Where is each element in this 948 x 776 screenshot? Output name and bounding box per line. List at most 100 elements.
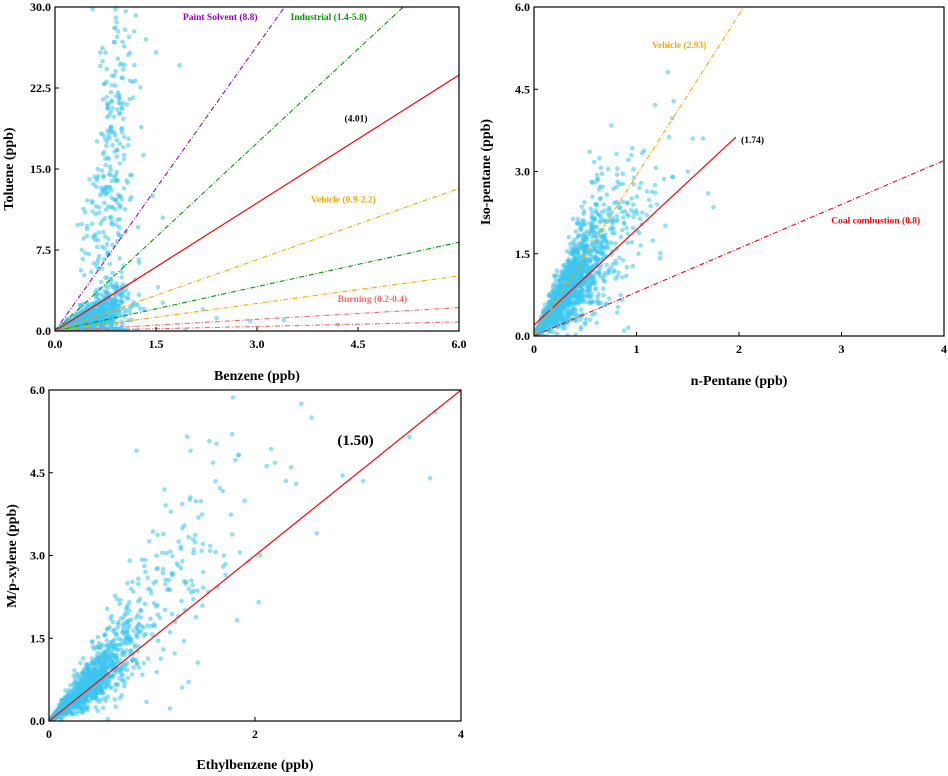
data-point: [615, 274, 620, 279]
data-point: [124, 621, 130, 626]
data-point: [143, 557, 148, 563]
data-point: [131, 303, 136, 308]
data-point: [105, 128, 110, 134]
data-point: [161, 531, 166, 537]
data-point: [113, 7, 118, 12]
data-point: [148, 590, 154, 596]
data-point: [567, 285, 573, 291]
data-point: [102, 234, 108, 239]
data-point: [154, 553, 159, 558]
data-point: [104, 638, 110, 643]
data-point: [108, 640, 113, 645]
data-point: [90, 209, 95, 214]
data-point: [100, 218, 105, 223]
data-point: [604, 262, 609, 268]
x-tick-label: 6.0: [452, 337, 467, 351]
data-point: [155, 284, 161, 290]
data-point: [106, 156, 112, 162]
data-point: [134, 633, 139, 639]
line-labels-group: (1.74) Vehicle (2.93) Coal combustion (0.8…: [652, 40, 920, 226]
data-point: [126, 34, 132, 40]
x-axis-label: n-Pentane (ppb): [691, 374, 788, 389]
data-point: [256, 599, 261, 605]
data-point: [596, 271, 602, 276]
data-point: [102, 156, 108, 161]
data-point: [98, 50, 103, 55]
line-label-burning-high: Burning (0.2-0.4): [338, 294, 407, 305]
data-point: [121, 152, 127, 158]
data-point: [141, 633, 147, 639]
data-point: [85, 198, 90, 203]
data-point: [154, 566, 159, 572]
data-point: [560, 326, 565, 331]
data-point: [163, 503, 168, 508]
data-point: [133, 13, 139, 18]
data-point: [596, 292, 601, 297]
data-point: [155, 612, 161, 617]
data-point: [102, 136, 108, 141]
data-point: [229, 432, 235, 437]
data-point: [558, 314, 564, 319]
data-point: [112, 631, 118, 637]
data-point: [588, 225, 594, 231]
data-point: [121, 44, 127, 49]
data-point: [636, 251, 641, 256]
data-point: [90, 687, 95, 692]
data-point: [579, 227, 584, 232]
data-point: [105, 204, 111, 209]
data-point: [611, 200, 617, 206]
data-point: [637, 216, 643, 221]
data-point: [638, 180, 644, 186]
data-point: [93, 299, 99, 305]
data-point: [223, 561, 228, 567]
line-label-industrial-high: Industrial (1.4-5.8): [291, 12, 367, 23]
data-point: [64, 711, 69, 716]
data-point: [127, 608, 132, 613]
data-point: [106, 307, 111, 313]
data-point: [142, 601, 148, 607]
data-point: [588, 206, 593, 212]
data-point: [626, 325, 631, 331]
points-group: [49, 395, 438, 721]
data-point: [599, 250, 604, 255]
data-point: [620, 227, 625, 233]
data-point: [122, 207, 128, 212]
data-point: [109, 674, 115, 679]
line-vehicle-low: [55, 275, 459, 331]
line-paint-solvent: [55, 7, 286, 331]
data-point: [136, 581, 141, 587]
data-point: [581, 218, 586, 223]
data-point: [593, 285, 599, 291]
data-point: [602, 236, 607, 242]
data-point: [112, 696, 117, 702]
data-point: [151, 622, 157, 627]
data-point: [180, 501, 185, 507]
data-point: [178, 546, 184, 552]
data-point: [168, 549, 173, 554]
data-point: [621, 328, 627, 333]
data-point: [139, 557, 145, 563]
data-point: [582, 200, 587, 205]
data-point: [570, 216, 576, 222]
data-point: [620, 181, 625, 187]
data-point: [127, 558, 132, 563]
data-point: [136, 260, 142, 266]
data-point: [96, 658, 102, 663]
data-point: [626, 213, 631, 219]
data-point: [621, 220, 627, 226]
data-point: [103, 283, 108, 289]
ticks-group: 0.0 1.5 3.0 4.5 6.0 0.0 7.5 15.0 22.5 30.0: [30, 0, 467, 351]
data-point: [121, 156, 127, 162]
data-point: [125, 675, 131, 681]
data-point: [133, 78, 138, 83]
data-point: [105, 642, 110, 648]
data-point: [109, 195, 114, 201]
data-point: [98, 646, 104, 651]
data-point: [120, 299, 125, 305]
data-point: [599, 209, 605, 215]
data-point: [161, 647, 166, 652]
data-point: [101, 705, 106, 711]
data-point: [118, 668, 124, 674]
data-point: [115, 29, 121, 34]
data-point: [195, 660, 200, 665]
